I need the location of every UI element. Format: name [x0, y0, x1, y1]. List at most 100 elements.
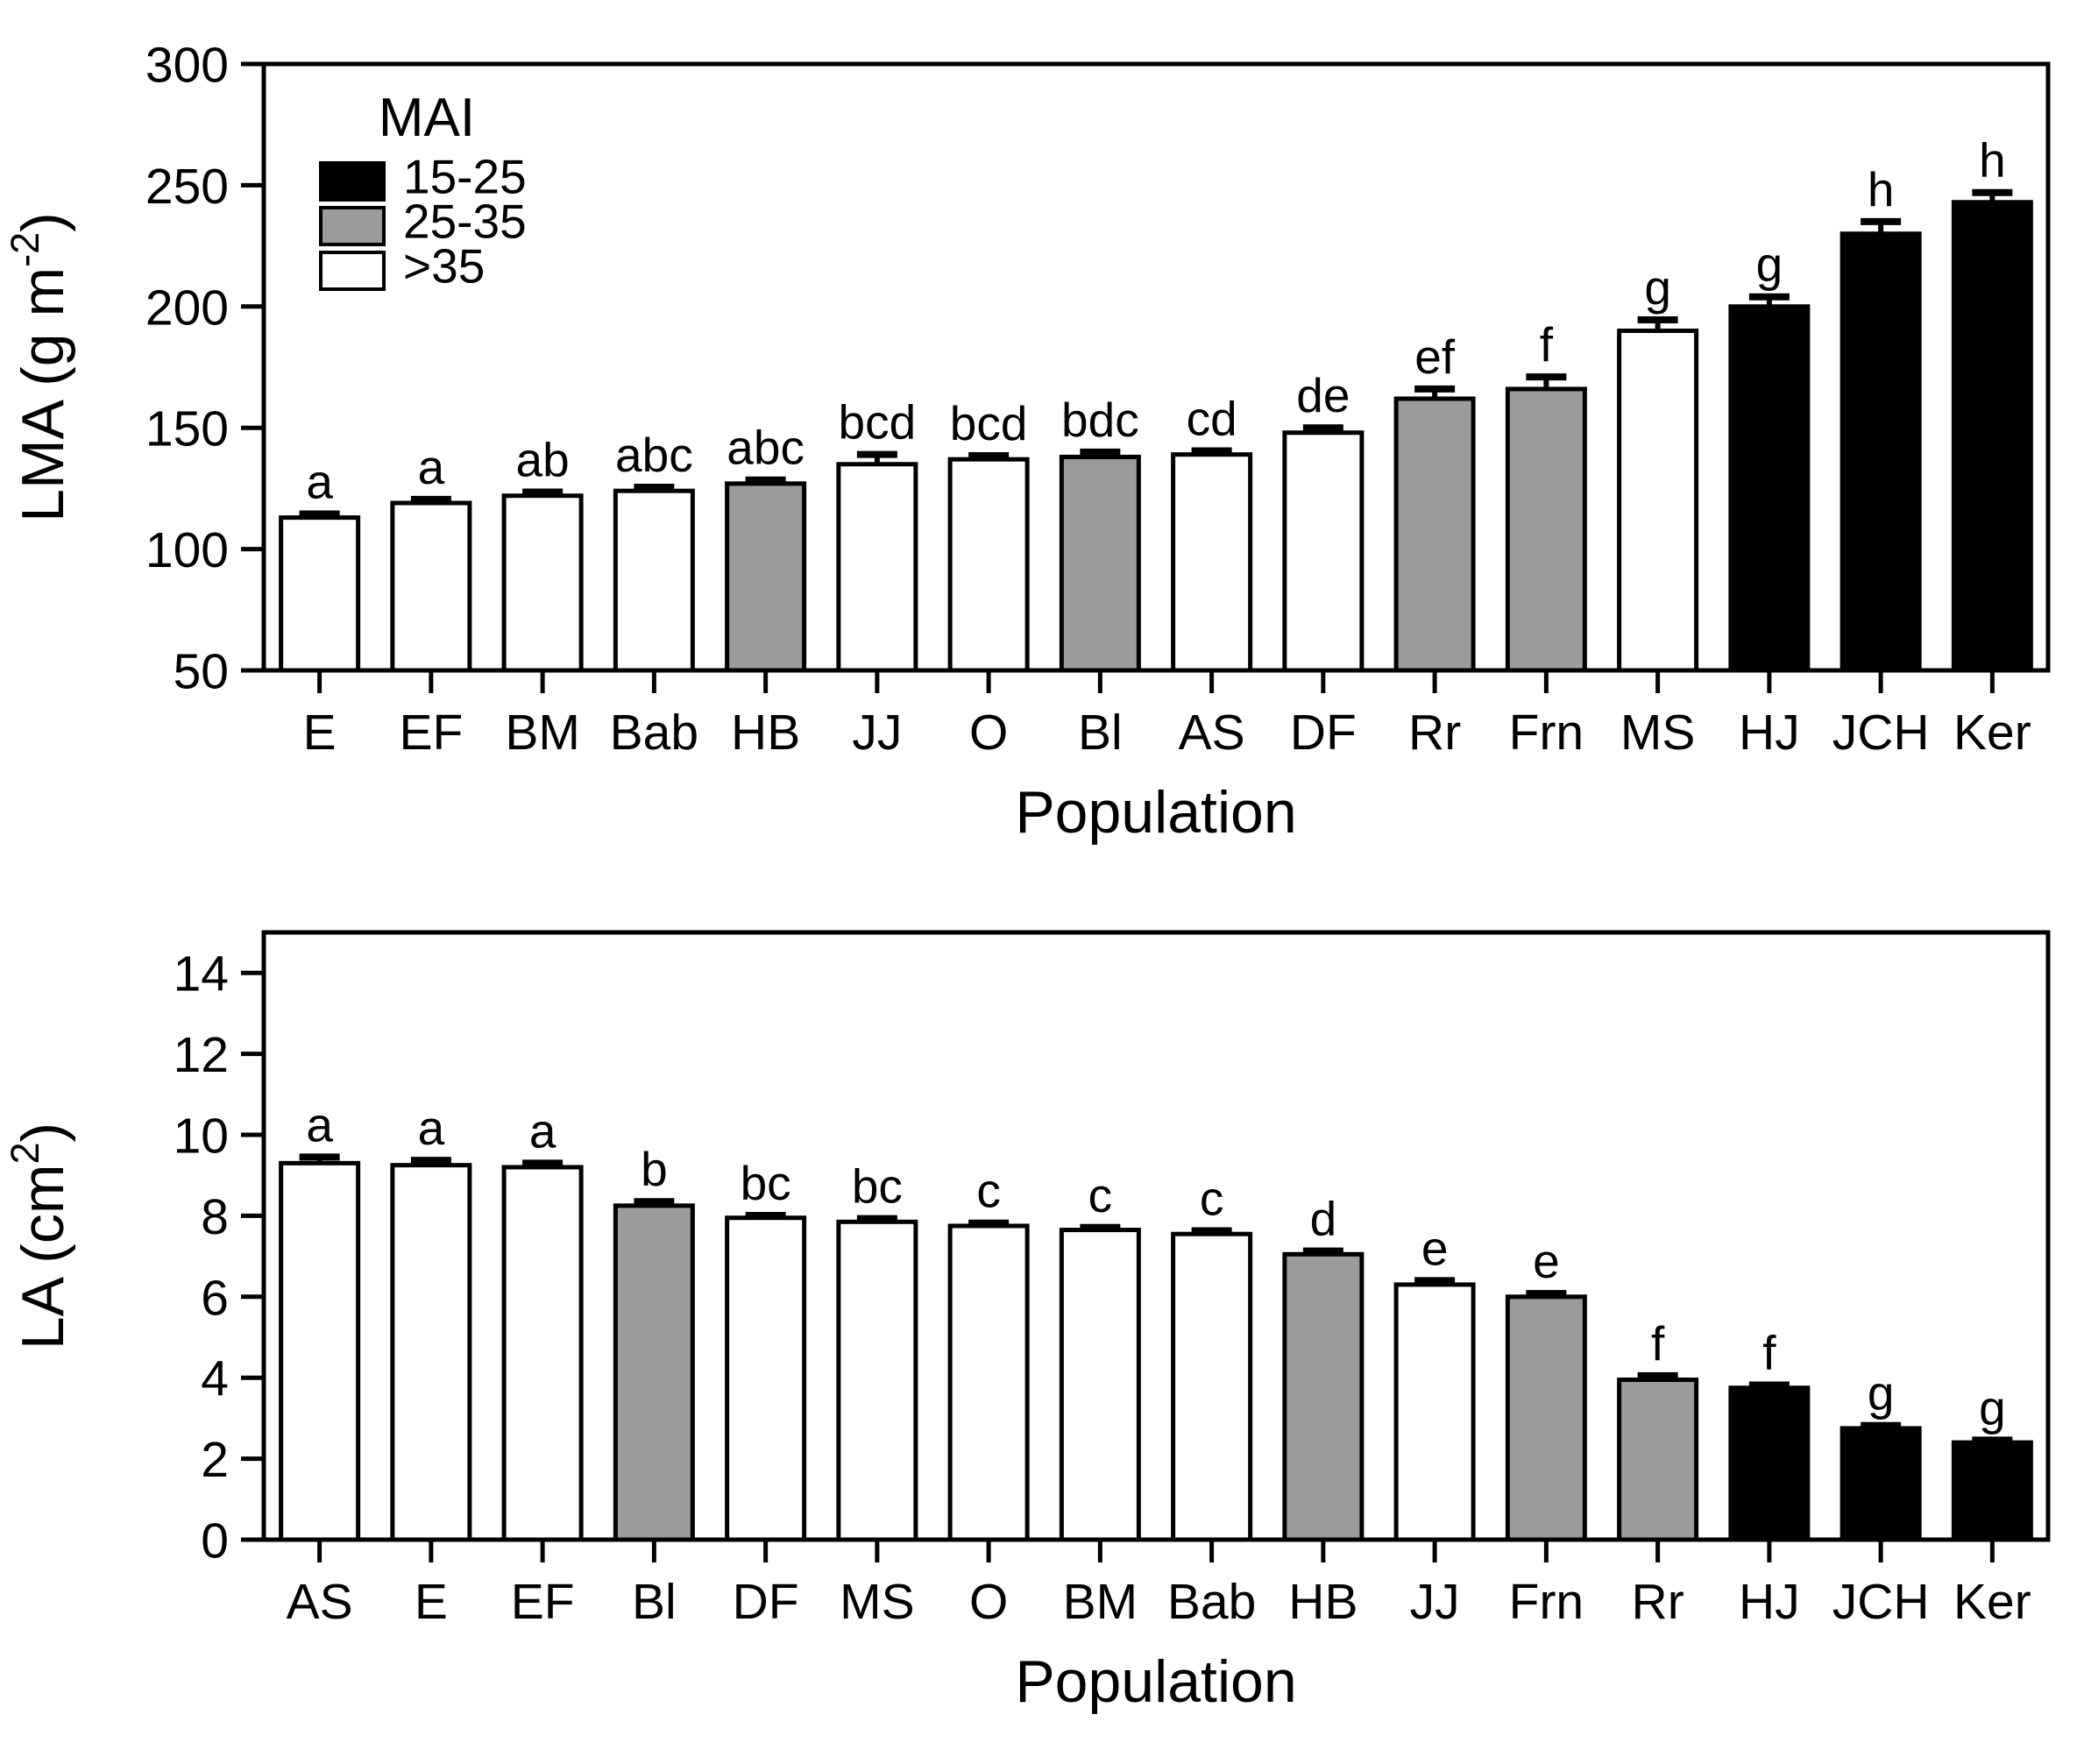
- bar: [1951, 200, 2033, 673]
- bar: [725, 481, 807, 673]
- significance-letter: d: [1310, 1192, 1337, 1246]
- y-tick-label: 4: [201, 1351, 229, 1407]
- bar: [613, 1203, 695, 1542]
- bar: [390, 1163, 472, 1542]
- x-tick-label: HB: [731, 705, 800, 761]
- bar: [1059, 454, 1141, 673]
- significance-letter: e: [1533, 1234, 1560, 1288]
- significance-letter: bc: [852, 1159, 903, 1214]
- significance-letter: ab: [516, 433, 570, 487]
- x-tick-label: HB: [1288, 1574, 1357, 1630]
- significance-letter: a: [418, 1101, 445, 1155]
- x-tick-label: Bl: [1078, 705, 1123, 761]
- significance-letter: c: [1088, 1168, 1113, 1222]
- legend-label: 15-25: [403, 149, 527, 203]
- significance-letter: g: [1868, 1366, 1895, 1420]
- bar: [1951, 1440, 2033, 1542]
- y-axis-title: LMA (g m-2): [3, 212, 76, 522]
- x-tick-label: MS: [840, 1574, 915, 1630]
- significance-letter: ef: [1414, 329, 1456, 384]
- x-tick-label: EF: [399, 705, 463, 761]
- y-tick-label: 12: [174, 1027, 229, 1083]
- x-tick-label: DF: [733, 1574, 799, 1630]
- y-tick-label: 6: [201, 1270, 229, 1326]
- y-tick-label: 150: [145, 401, 229, 457]
- bar: [1505, 1294, 1587, 1542]
- x-tick-label: Rr: [1408, 705, 1461, 761]
- bar: [279, 1160, 361, 1542]
- significance-letter: g: [1644, 260, 1671, 315]
- x-tick-label: Ker: [1953, 705, 2031, 761]
- bar: [1393, 1282, 1476, 1542]
- x-tick-label: E: [303, 705, 337, 761]
- significance-letter: c: [1200, 1171, 1224, 1225]
- x-tick-label: Ker: [1953, 1574, 2031, 1630]
- y-tick-label: 14: [174, 946, 229, 1002]
- x-tick-label: Bab: [1167, 1574, 1256, 1630]
- x-tick-label: AS: [1179, 705, 1245, 761]
- x-tick-label: Rr: [1632, 1574, 1684, 1630]
- significance-letter: f: [1762, 1326, 1776, 1380]
- legend-label: 25-35: [403, 194, 527, 248]
- plot-frame: [261, 61, 2051, 673]
- bar: [1282, 1251, 1365, 1542]
- bar: [1393, 396, 1476, 673]
- legend-title: MAI: [379, 88, 475, 148]
- y-tick-label: 250: [145, 159, 229, 215]
- bar: [279, 515, 361, 673]
- bar: [947, 457, 1030, 673]
- significance-letter: abc: [615, 428, 693, 482]
- bar: [1728, 304, 1811, 673]
- significance-letter: e: [1421, 1221, 1449, 1275]
- bar: [1617, 328, 1699, 673]
- significance-letter: a: [306, 454, 333, 508]
- significance-letter: de: [1296, 368, 1350, 422]
- x-tick-label: JJ: [852, 705, 902, 761]
- x-tick-label: E: [415, 1574, 448, 1630]
- bar: [1617, 1378, 1699, 1542]
- x-tick-label: JJ: [1410, 1574, 1460, 1630]
- significance-letter: h: [1979, 133, 2006, 188]
- bar: [947, 1223, 1030, 1542]
- significance-letter: c: [976, 1164, 1001, 1218]
- y-tick-label: 50: [174, 644, 229, 700]
- bar: [1171, 452, 1253, 673]
- bar: [1839, 1426, 1922, 1542]
- x-tick-label: JCH: [1832, 1574, 1930, 1630]
- bar: [1282, 430, 1365, 673]
- x-tick-label: EF: [511, 1574, 575, 1630]
- bar: [836, 462, 918, 673]
- bar: [1728, 1385, 1811, 1542]
- y-tick-label: 200: [145, 280, 229, 336]
- significance-letter: f: [1540, 317, 1554, 372]
- significance-letter: g: [1979, 1380, 2006, 1435]
- legend-label: >35: [403, 238, 485, 293]
- bar: [390, 500, 472, 673]
- plot-frame: [261, 930, 2051, 1542]
- significance-letter: b: [641, 1142, 668, 1196]
- x-axis-title: Population: [1015, 1648, 1296, 1715]
- x-tick-label: BM: [1063, 1574, 1138, 1630]
- significance-letter: bc: [741, 1156, 791, 1210]
- significance-letter: h: [1868, 162, 1895, 216]
- x-tick-label: Bl: [632, 1574, 677, 1630]
- x-tick-label: O: [969, 1574, 1008, 1630]
- x-tick-label: MS: [1620, 705, 1696, 761]
- bar: [1171, 1231, 1253, 1542]
- legend-swatch: [319, 161, 386, 202]
- bar: [613, 488, 695, 673]
- x-tick-label: DF: [1290, 705, 1357, 761]
- bar: [725, 1215, 807, 1542]
- significance-letter: bdc: [1061, 393, 1139, 447]
- y-tick-label: 10: [174, 1109, 229, 1165]
- legend-swatch: [319, 206, 386, 246]
- bar: [1839, 231, 1922, 673]
- y-tick-label: 8: [201, 1189, 229, 1245]
- significance-letter: a: [418, 440, 445, 494]
- significance-letter: a: [529, 1103, 556, 1158]
- significance-letter: abc: [727, 421, 805, 475]
- significance-letter: bcd: [839, 395, 917, 450]
- x-axis-title: Population: [1015, 779, 1296, 846]
